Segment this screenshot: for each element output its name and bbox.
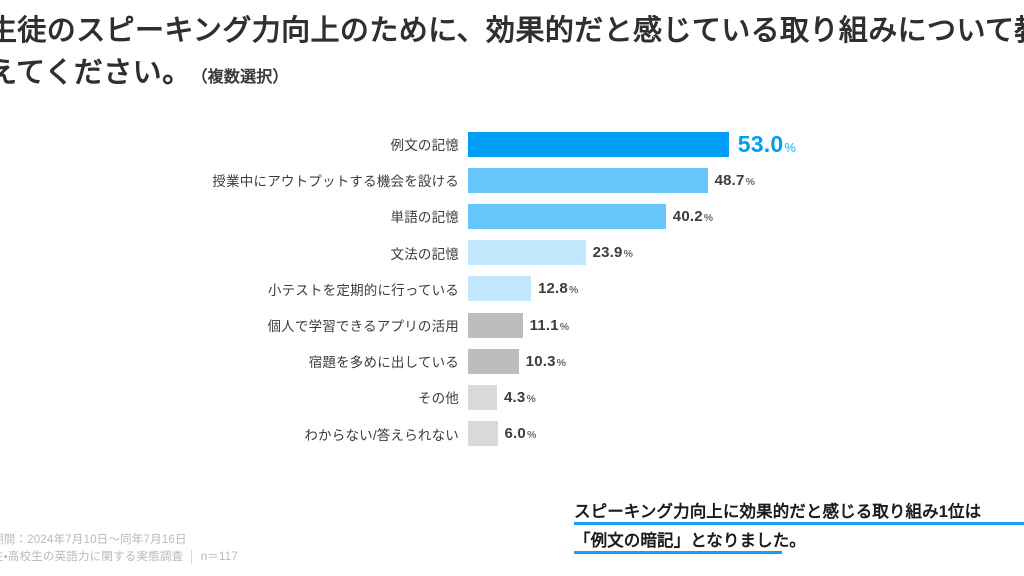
- bar-track: 10.3%: [468, 343, 1024, 379]
- bar-category-label: 個人で学習できるアプリの活用: [267, 319, 459, 335]
- bar-segment: [468, 421, 498, 447]
- bar-segment: [468, 131, 729, 157]
- bar-category-label: 小テストを定期的に行っている: [267, 282, 459, 298]
- bar-segment: [468, 167, 708, 193]
- bar-value-number: 12.8: [537, 280, 568, 298]
- title-line-2-text: えてください。: [0, 57, 192, 89]
- bar-category-label: わからない/答えられない: [304, 427, 459, 443]
- bar-row: 個人で学習できるアプリの活用 11.1%: [0, 307, 1024, 343]
- page-title: 生徒のスピーキング力向上のために、効果的だと感じている取り組みについて教 えてく…: [0, 10, 1024, 99]
- footer-divider: │: [188, 551, 196, 563]
- bar-category-label: その他: [417, 391, 459, 407]
- bar-value-label: 11.1%: [530, 317, 570, 334]
- bar-value-label: 23.9%: [593, 244, 634, 261]
- callout-underline-2: [574, 550, 782, 554]
- bar-value-number: 10.3: [525, 352, 556, 370]
- footer-period: 期間：2024年7月10日〜同年7月16日: [0, 534, 187, 546]
- percent-sign: %: [784, 139, 797, 155]
- bar-row: 授業中にアウトプットする機会を設ける 48.7%: [0, 162, 1024, 198]
- title-line-1: 生徒のスピーキング力向上のために、効果的だと感じている取り組みについて教: [0, 15, 1024, 47]
- bar-value-label: 40.2%: [673, 208, 714, 225]
- bar-category-label: 例文の記憶: [390, 138, 459, 154]
- bar-value-number: 40.2: [672, 207, 703, 225]
- bar-track: 40.2%: [468, 198, 1024, 234]
- bar-row: わからない/答えられない 6.0%: [0, 416, 1024, 452]
- bar-value-number: 4.3: [504, 388, 526, 406]
- bar-row: その他 4.3%: [0, 379, 1024, 415]
- bar-value-label: 10.3%: [526, 353, 567, 370]
- bar-value-label: 6.0%: [505, 425, 537, 442]
- bar-category-label: 授業中にアウトプットする機会を設ける: [212, 174, 459, 190]
- callout-line-1-text: スピーキング力向上に効果的だと感じる取り組み1位は: [574, 503, 982, 521]
- footer-survey-line: 生・高校生の英語力に関する実態調査 │ n＝117: [0, 549, 238, 566]
- bar-category-label: 宿題を多めに出している: [308, 355, 459, 371]
- callout-annotation: スピーキング力向上に効果的だと感じる取り組み1位は 「例文の暗記」となりました。: [574, 498, 1024, 556]
- bar-track: 53.0%: [468, 126, 1024, 162]
- bar-value-number: 23.9: [592, 244, 623, 262]
- percent-sign: %: [556, 356, 567, 369]
- bar-row: 文法の記憶 23.9%: [0, 235, 1024, 271]
- bar-value-label: 53.0%: [738, 131, 796, 158]
- callout-line-1: スピーキング力向上に効果的だと感じる取り組み1位は: [574, 498, 1024, 527]
- percent-sign: %: [568, 284, 579, 297]
- bar-row: 小テストを定期的に行っている 12.8%: [0, 271, 1024, 307]
- title-note: （複数選択）: [199, 69, 289, 86]
- bar-track: 11.1%: [468, 307, 1024, 343]
- bar-track: 23.9%: [468, 235, 1024, 271]
- bar-category-label: 単語の記憶: [390, 210, 459, 226]
- callout-line-2-text: 「例文の暗記」となりました。: [574, 532, 806, 550]
- percent-sign: %: [623, 248, 634, 261]
- bar-segment: [468, 276, 531, 302]
- bar-row: 宿題を多めに出している 10.3%: [0, 343, 1024, 379]
- bar-segment: [468, 348, 519, 374]
- bar-value-label: 48.7%: [715, 172, 756, 189]
- bar-value-number: 6.0: [504, 425, 526, 443]
- bar-chart: 例文の記憶 53.0% 授業中にアウトプットする機会を設ける 48.7% 単語の記憶 40…: [0, 126, 1024, 452]
- bar-value-label: 4.3%: [504, 389, 536, 406]
- bar-segment: [468, 384, 497, 410]
- footer-survey-name: 生・高校生の英語力に関する実態調査: [0, 551, 184, 563]
- percent-sign: %: [703, 211, 714, 224]
- percent-sign: %: [745, 175, 756, 188]
- bar-track: 4.3%: [468, 379, 1024, 415]
- bar-value-number: 53.0: [737, 130, 784, 157]
- bar-segment: [468, 240, 586, 266]
- bar-category-label: 文法の記憶: [390, 246, 459, 262]
- footer-note: 期間：2024年7月10日〜同年7月16日 生・高校生の英語力に関する実態調査 │…: [0, 532, 238, 566]
- percent-sign: %: [526, 392, 536, 405]
- bar-value-label: 12.8%: [538, 280, 579, 297]
- bar-value-number: 11.1: [529, 316, 559, 334]
- footer-sample-size: n＝117: [200, 551, 238, 563]
- bar-value-number: 48.7: [714, 171, 745, 189]
- percent-sign: %: [526, 429, 537, 442]
- title-line-2: えてください。 （複数選択）: [0, 52, 1024, 99]
- callout-underline-1: [574, 521, 1024, 525]
- bar-row: 例文の記憶 53.0%: [0, 126, 1024, 162]
- bar-segment: [468, 312, 523, 338]
- percent-sign: %: [559, 320, 570, 333]
- bar-track: 12.8%: [468, 271, 1024, 307]
- bar-row: 単語の記憶 40.2%: [0, 198, 1024, 234]
- bar-track: 6.0%: [468, 416, 1024, 452]
- bar-track: 48.7%: [468, 162, 1024, 198]
- callout-line-2: 「例文の暗記」となりました。: [574, 527, 1024, 556]
- bar-segment: [468, 203, 666, 229]
